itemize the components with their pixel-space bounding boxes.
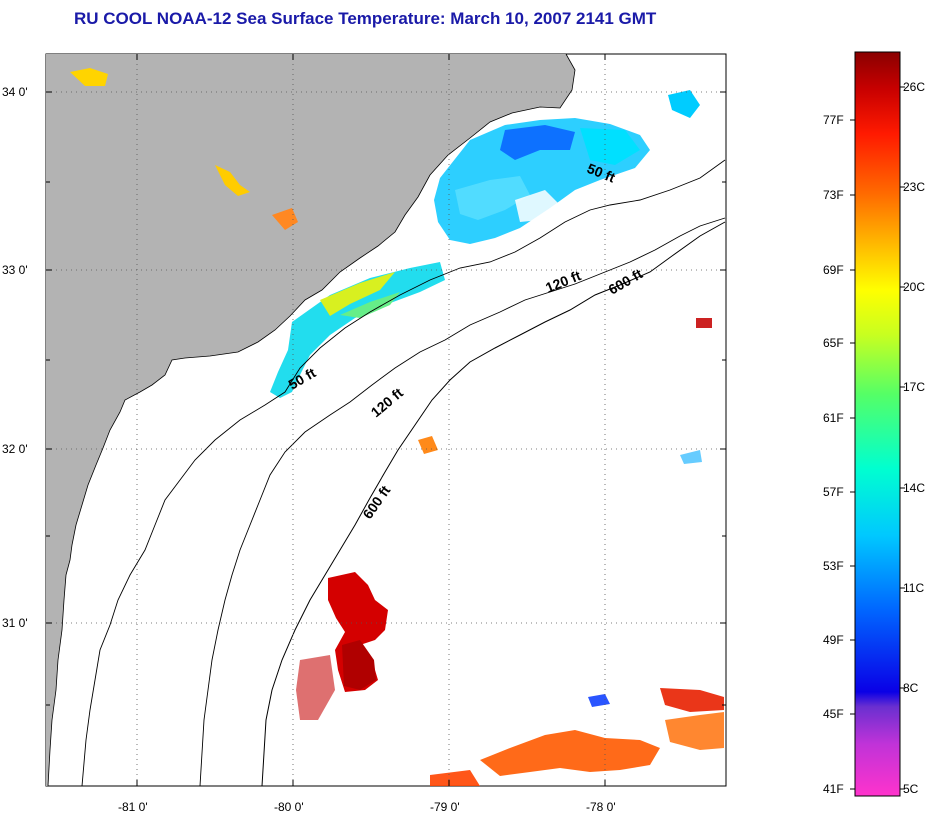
colorbar-label-c: 20C (903, 280, 925, 294)
colorbar-label-f: 41F (823, 782, 844, 796)
colorbar-label-f: 61F (823, 411, 844, 425)
lon-label: -81 0' (118, 800, 148, 814)
contour-50ft (81, 159, 726, 786)
colorbar-label-c: 23C (903, 180, 925, 194)
coastline (47, 54, 576, 786)
tick-marks (46, 54, 726, 786)
lon-label: -79 0' (430, 800, 460, 814)
colorbar-label-f: 45F (823, 707, 844, 721)
colorbar-label-f: 77F (823, 113, 844, 127)
lat-label: 32 0' (2, 442, 28, 456)
colorbar-label-f: 73F (823, 188, 844, 202)
lat-label: 34 0' (2, 85, 28, 99)
colorbar-ticks (850, 86, 905, 790)
colorbar-label-c: 26C (903, 80, 925, 94)
grid-lines (46, 54, 726, 786)
colorbar-label-f: 65F (823, 336, 844, 350)
colorbar-label-c: 14C (903, 481, 925, 495)
colorbar-label-c: 5C (903, 782, 919, 796)
colorbar (854, 51, 901, 797)
contour-120ft (199, 217, 726, 786)
sst-patch-shelf (270, 262, 445, 398)
lon-label: -80 0' (274, 800, 304, 814)
colorbar-label-c: 8C (903, 681, 919, 695)
colorbar-label-c: 11C (903, 581, 924, 595)
lat-label: 31 0' (2, 616, 28, 630)
lat-label: 33 0' (2, 263, 28, 277)
colorbar-label-f: 49F (823, 633, 844, 647)
land-mass (46, 54, 575, 786)
contour-600ft (261, 221, 726, 786)
colorbar-label-f: 53F (823, 559, 844, 573)
colorbar-label-c: 17C (903, 380, 925, 394)
lon-label: -78 0' (586, 800, 616, 814)
colorbar-label-f: 69F (823, 263, 844, 277)
map-title: RU COOL NOAA-12 Sea Surface Temperature:… (74, 9, 657, 28)
colorbar-label-f: 57F (823, 485, 844, 499)
